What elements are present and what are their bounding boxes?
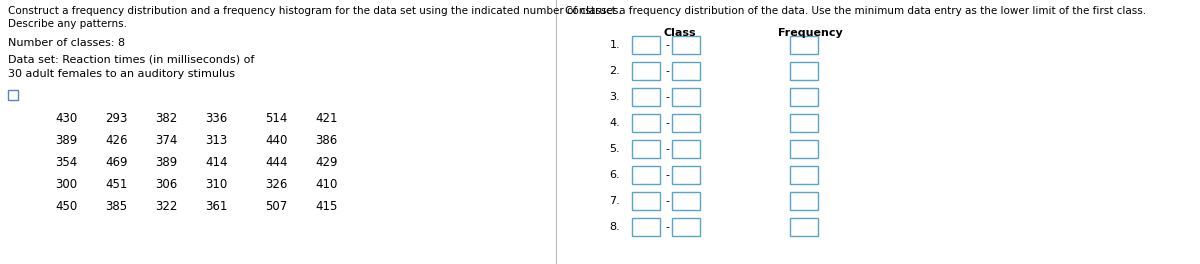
Text: 414: 414	[205, 156, 228, 169]
Text: Class: Class	[664, 28, 696, 38]
Text: 7.: 7.	[610, 196, 620, 206]
Text: Data set: Reaction times (in milliseconds) of: Data set: Reaction times (in millisecond…	[8, 55, 254, 65]
Text: 306: 306	[155, 178, 178, 191]
Text: 30 adult females to an auditory stimulus: 30 adult females to an auditory stimulus	[8, 69, 235, 79]
Text: 415: 415	[314, 200, 337, 213]
Text: 451: 451	[106, 178, 127, 191]
FancyBboxPatch shape	[632, 114, 660, 132]
Text: 326: 326	[265, 178, 287, 191]
Text: 1.: 1.	[610, 40, 620, 50]
Text: 3.: 3.	[610, 92, 620, 102]
FancyBboxPatch shape	[790, 36, 818, 54]
Text: Construct a frequency distribution of the data. Use the minimum data entry as th: Construct a frequency distribution of th…	[565, 6, 1146, 16]
FancyBboxPatch shape	[790, 88, 818, 106]
FancyBboxPatch shape	[672, 36, 700, 54]
FancyBboxPatch shape	[8, 90, 18, 100]
Text: 6.: 6.	[610, 170, 620, 180]
Text: 429: 429	[314, 156, 337, 169]
Text: Frequency: Frequency	[778, 28, 842, 38]
FancyBboxPatch shape	[790, 62, 818, 80]
Text: -: -	[665, 222, 670, 232]
Text: -: -	[665, 170, 670, 180]
Text: 444: 444	[265, 156, 288, 169]
FancyBboxPatch shape	[672, 192, 700, 210]
Text: -: -	[665, 66, 670, 76]
FancyBboxPatch shape	[632, 166, 660, 184]
FancyBboxPatch shape	[632, 140, 660, 158]
Text: 310: 310	[205, 178, 227, 191]
FancyBboxPatch shape	[672, 166, 700, 184]
FancyBboxPatch shape	[790, 192, 818, 210]
Text: 430: 430	[55, 112, 77, 125]
Text: 354: 354	[55, 156, 77, 169]
FancyBboxPatch shape	[672, 114, 700, 132]
Text: Number of classes: 8: Number of classes: 8	[8, 38, 125, 48]
Text: 389: 389	[155, 156, 178, 169]
FancyBboxPatch shape	[672, 140, 700, 158]
Text: 385: 385	[106, 200, 127, 213]
FancyBboxPatch shape	[632, 218, 660, 236]
FancyBboxPatch shape	[790, 114, 818, 132]
Text: 293: 293	[106, 112, 127, 125]
Text: 2.: 2.	[610, 66, 620, 76]
FancyBboxPatch shape	[632, 62, 660, 80]
Text: 507: 507	[265, 200, 287, 213]
Text: 8.: 8.	[610, 222, 620, 232]
Text: Describe any patterns.: Describe any patterns.	[8, 19, 127, 29]
FancyBboxPatch shape	[790, 218, 818, 236]
Text: 374: 374	[155, 134, 178, 147]
Text: -: -	[665, 92, 670, 102]
Text: 450: 450	[55, 200, 77, 213]
FancyBboxPatch shape	[790, 166, 818, 184]
Text: Construct a frequency distribution and a frequency histogram for the data set us: Construct a frequency distribution and a…	[8, 6, 622, 16]
Text: 4.: 4.	[610, 118, 620, 128]
Text: -: -	[665, 118, 670, 128]
Text: 386: 386	[314, 134, 337, 147]
Text: -: -	[665, 40, 670, 50]
FancyBboxPatch shape	[790, 140, 818, 158]
Text: 469: 469	[106, 156, 127, 169]
Text: 389: 389	[55, 134, 77, 147]
FancyBboxPatch shape	[672, 62, 700, 80]
Text: 322: 322	[155, 200, 178, 213]
Text: 5.: 5.	[610, 144, 620, 154]
Text: 440: 440	[265, 134, 287, 147]
FancyBboxPatch shape	[632, 88, 660, 106]
Text: -: -	[665, 196, 670, 206]
FancyBboxPatch shape	[632, 192, 660, 210]
Text: 410: 410	[314, 178, 337, 191]
Text: 382: 382	[155, 112, 178, 125]
Text: 421: 421	[314, 112, 337, 125]
FancyBboxPatch shape	[672, 88, 700, 106]
FancyBboxPatch shape	[672, 218, 700, 236]
Text: 361: 361	[205, 200, 227, 213]
Text: 514: 514	[265, 112, 287, 125]
Text: -: -	[665, 144, 670, 154]
Text: 426: 426	[106, 134, 127, 147]
FancyBboxPatch shape	[632, 36, 660, 54]
Text: 336: 336	[205, 112, 227, 125]
Text: 300: 300	[55, 178, 77, 191]
Text: 313: 313	[205, 134, 227, 147]
